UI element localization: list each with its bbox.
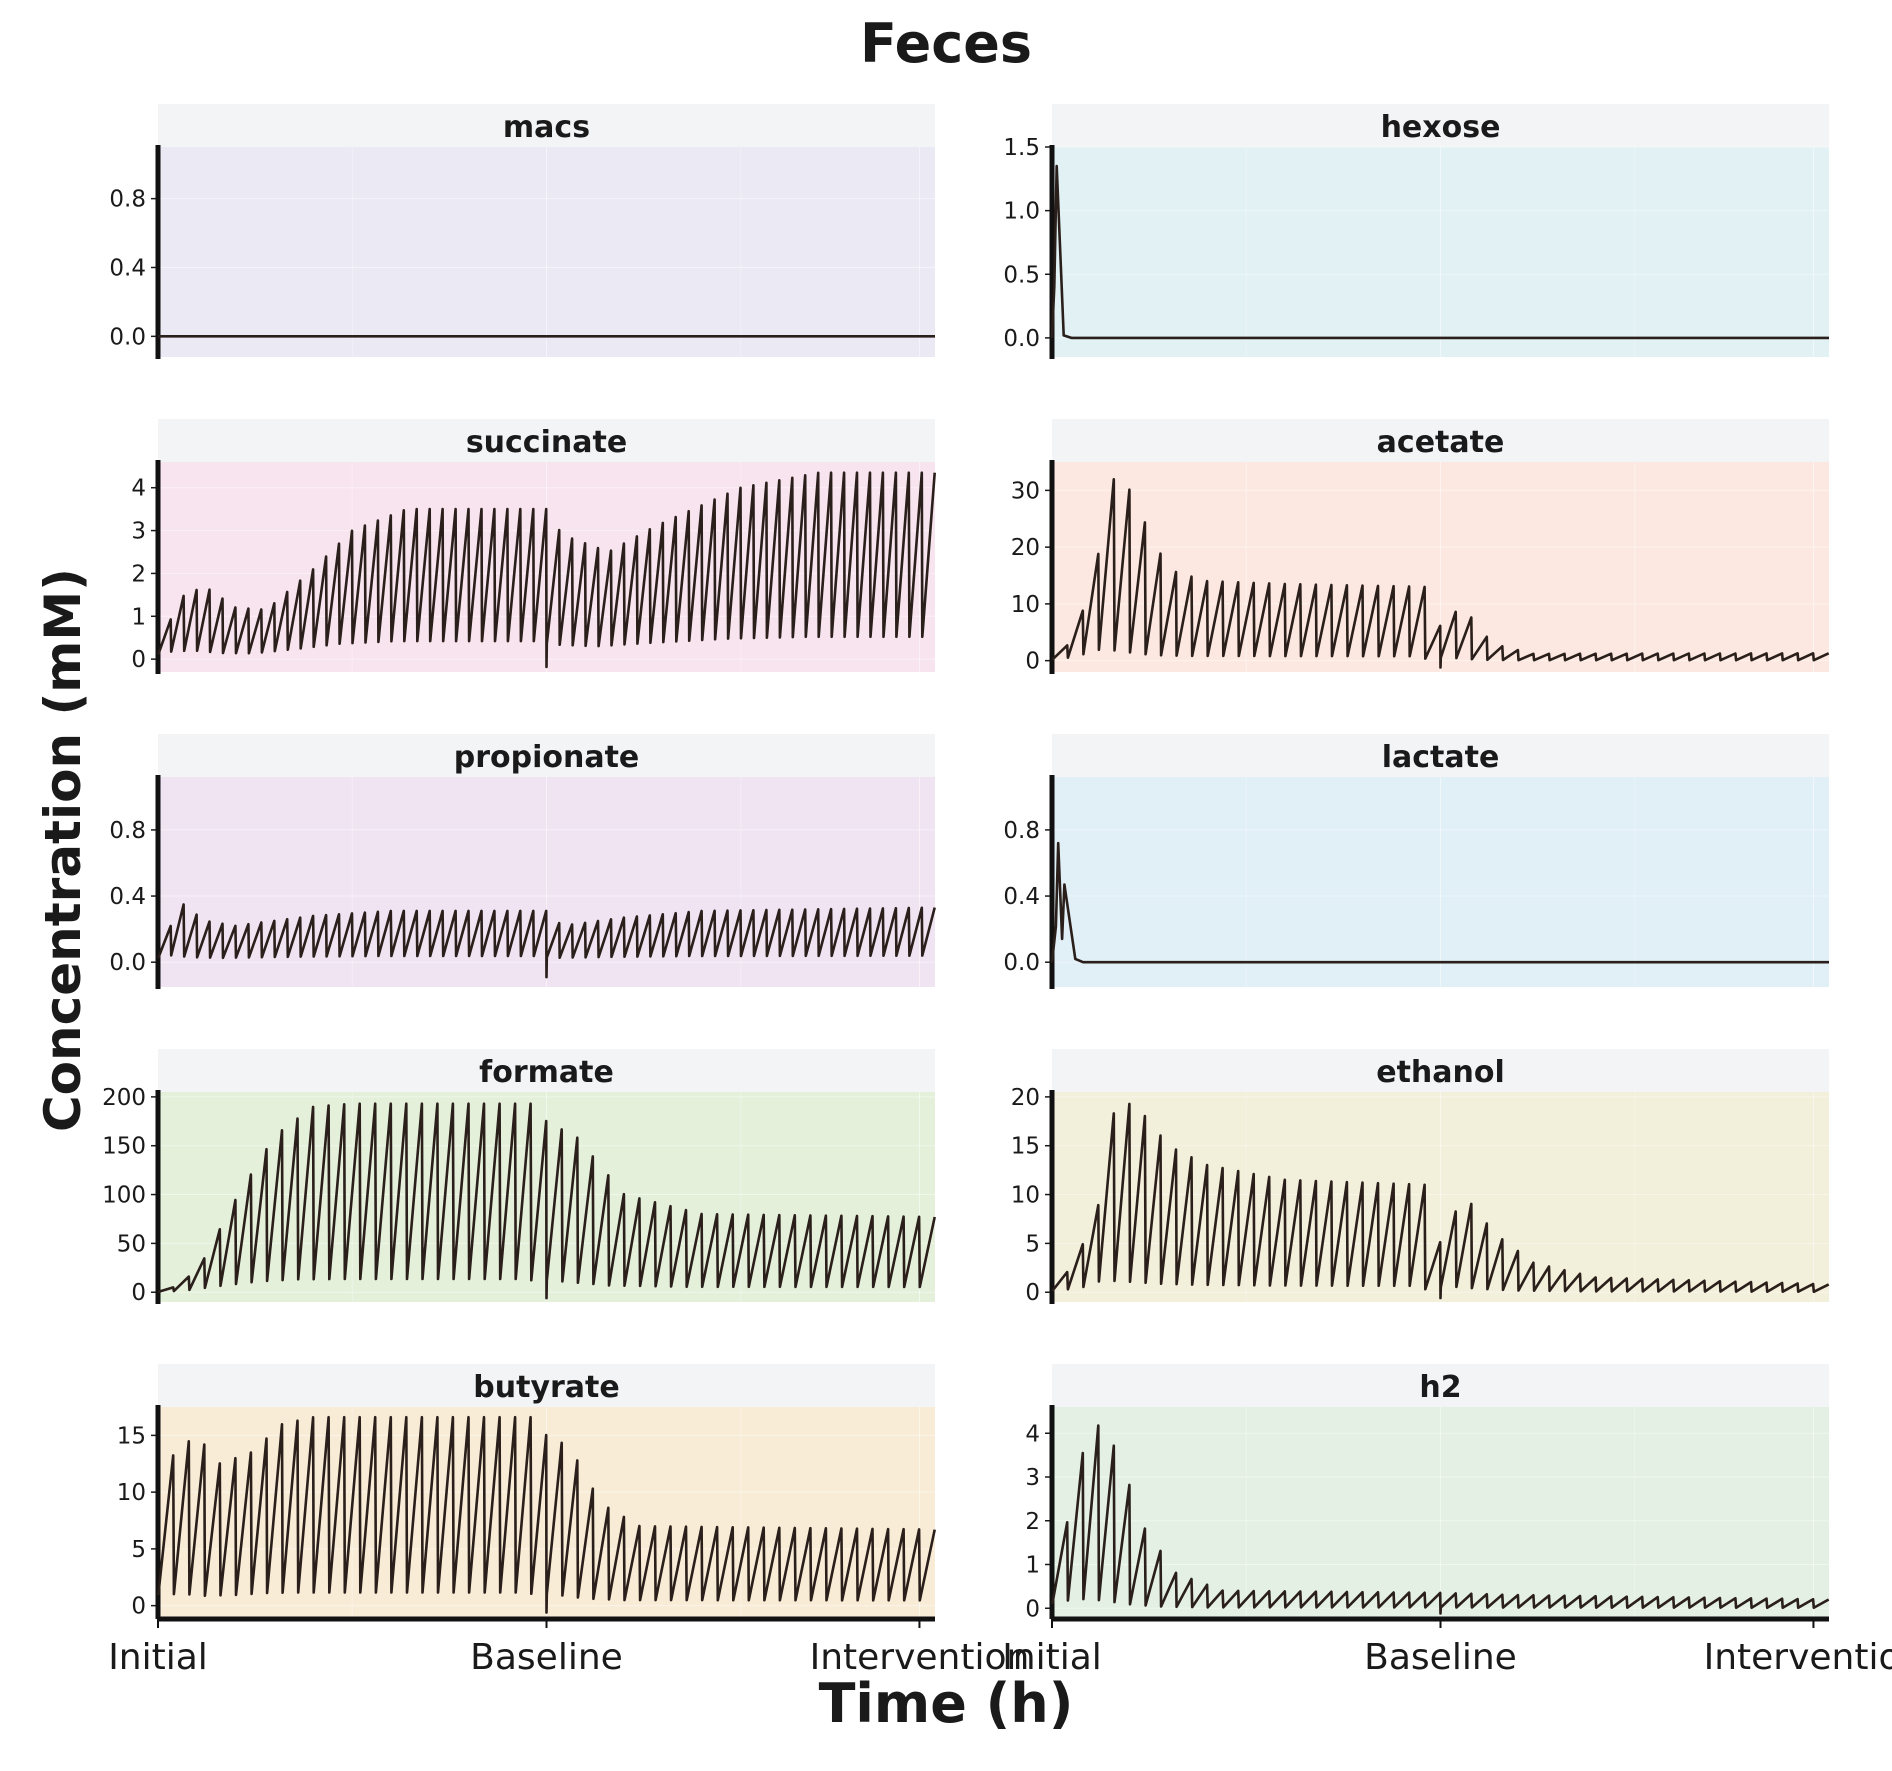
series-line xyxy=(1051,1424,1830,1615)
y-tick-label: 10 xyxy=(117,1480,146,1506)
series-line xyxy=(1050,164,1829,340)
facet-panel-ethanol: ethanol 0 5 10 15 20 xyxy=(1011,1049,1830,1306)
series-line xyxy=(1051,478,1830,669)
facet-title: propionate xyxy=(454,740,640,775)
x-tick-label: Intervention xyxy=(1704,1637,1892,1678)
y-tick-label: 0 xyxy=(131,1280,146,1306)
facet-header xyxy=(1052,419,1829,462)
facet-header xyxy=(158,419,935,462)
series-line xyxy=(157,471,936,669)
facet-panel-butyrate: butyrate 0 5 10 15 xyxy=(117,1364,936,1620)
y-tick-label: 0.4 xyxy=(1003,884,1040,910)
y-tick-label: 0 xyxy=(131,647,146,673)
x-tick-label: Baseline xyxy=(470,1637,623,1678)
x-axis-label: Time (h) xyxy=(818,1672,1074,1735)
y-tick-label: 20 xyxy=(1011,1085,1040,1111)
y-tick-label: 1.0 xyxy=(1003,199,1040,225)
y-tick-label: 0.8 xyxy=(109,187,146,213)
facet-panel-formate: formate 0 50 100 150 200 xyxy=(102,1049,936,1306)
y-tick-label: 4 xyxy=(131,476,146,502)
facet-title: lactate xyxy=(1382,740,1500,775)
facet-header xyxy=(1052,734,1829,777)
facet-panel-acetate: acetate 0 10 20 30 xyxy=(1011,419,1830,675)
y-tick-label: 0.5 xyxy=(1003,262,1040,288)
facet-panel-macs: macs 0.0 0.4 0.8 xyxy=(109,104,935,359)
y-tick-label: 10 xyxy=(1011,1183,1040,1209)
x-tick-label: Initial xyxy=(1002,1637,1102,1678)
facet-title: macs xyxy=(503,110,590,145)
y-tick-label: 0.4 xyxy=(109,255,146,281)
facet-header xyxy=(158,1364,935,1407)
facet-panel-h2: h2 0 1 2 3 4 xyxy=(1025,1364,1830,1622)
y-tick-label: 0.0 xyxy=(1003,950,1040,976)
facet-header xyxy=(1052,1364,1829,1407)
facet-header xyxy=(1052,104,1829,147)
y-tick-label: 150 xyxy=(102,1134,146,1160)
y-tick-label: 0 xyxy=(131,1594,146,1620)
y-tick-label: 4 xyxy=(1025,1421,1040,1447)
y-tick-label: 0.0 xyxy=(109,950,146,976)
series-line xyxy=(157,1102,936,1300)
y-tick-label: 2 xyxy=(131,561,146,587)
facet-title: h2 xyxy=(1419,1370,1461,1405)
y-tick-label: 100 xyxy=(102,1183,146,1209)
y-tick-label: 50 xyxy=(117,1231,146,1257)
y-tick-label: 10 xyxy=(1011,592,1040,618)
y-tick-label: 200 xyxy=(102,1085,146,1111)
series-line xyxy=(1051,1102,1830,1300)
y-tick-label: 0 xyxy=(1025,1596,1040,1622)
facet-panel-propionate: propionate 0.0 0.4 0.8 xyxy=(109,734,936,989)
facet-title: succinate xyxy=(466,425,627,460)
facet-title: hexose xyxy=(1381,110,1501,145)
x-tick-label: Initial xyxy=(108,1637,208,1678)
facet-title: butyrate xyxy=(473,1370,619,1405)
y-tick-label: 0 xyxy=(1025,1280,1040,1306)
facet-title: formate xyxy=(479,1055,614,1090)
y-tick-label: 5 xyxy=(131,1537,146,1563)
x-tick-label: Intervention xyxy=(810,1637,1030,1678)
facet-header xyxy=(158,1049,935,1092)
y-tick-label: 3 xyxy=(131,519,146,545)
facet-header xyxy=(158,734,935,777)
y-tick-label: 0.0 xyxy=(1003,326,1040,352)
y-tick-label: 0.8 xyxy=(1003,818,1040,844)
y-tick-label: 15 xyxy=(1011,1134,1040,1160)
facet-header xyxy=(158,104,935,147)
facet-panel-succinate: succinate 0 1 2 3 4 xyxy=(131,419,936,674)
x-tick-label: Baseline xyxy=(1364,1637,1517,1678)
y-tick-label: 0.4 xyxy=(109,884,146,910)
figure-title: Feces xyxy=(859,12,1033,75)
y-tick-label: 2 xyxy=(1025,1509,1040,1535)
y-tick-label: 15 xyxy=(117,1423,146,1449)
series-line xyxy=(1050,841,1829,964)
y-tick-label: 20 xyxy=(1011,535,1040,561)
y-tick-label: 1.5 xyxy=(1003,135,1040,161)
y-tick-label: 0 xyxy=(1025,649,1040,675)
y-tick-label: 30 xyxy=(1011,478,1040,504)
y-tick-label: 5 xyxy=(1025,1231,1040,1257)
facet-panel-lactate: lactate 0.0 0.4 0.8 xyxy=(1003,734,1829,989)
y-tick-label: 0.0 xyxy=(109,324,146,350)
y-tick-label: 3 xyxy=(1025,1465,1040,1491)
facet-header xyxy=(1052,1049,1829,1092)
y-tick-label: 1 xyxy=(131,604,146,630)
facet-panel-hexose: hexose 0.0 0.5 1.0 1.5 xyxy=(1003,104,1829,359)
y-tick-label: 0.8 xyxy=(109,818,146,844)
facet-title: acetate xyxy=(1377,425,1505,460)
facet-title: ethanol xyxy=(1376,1055,1505,1090)
series-line xyxy=(157,903,936,979)
y-tick-label: 1 xyxy=(1025,1553,1040,1579)
series-line xyxy=(157,1415,936,1614)
